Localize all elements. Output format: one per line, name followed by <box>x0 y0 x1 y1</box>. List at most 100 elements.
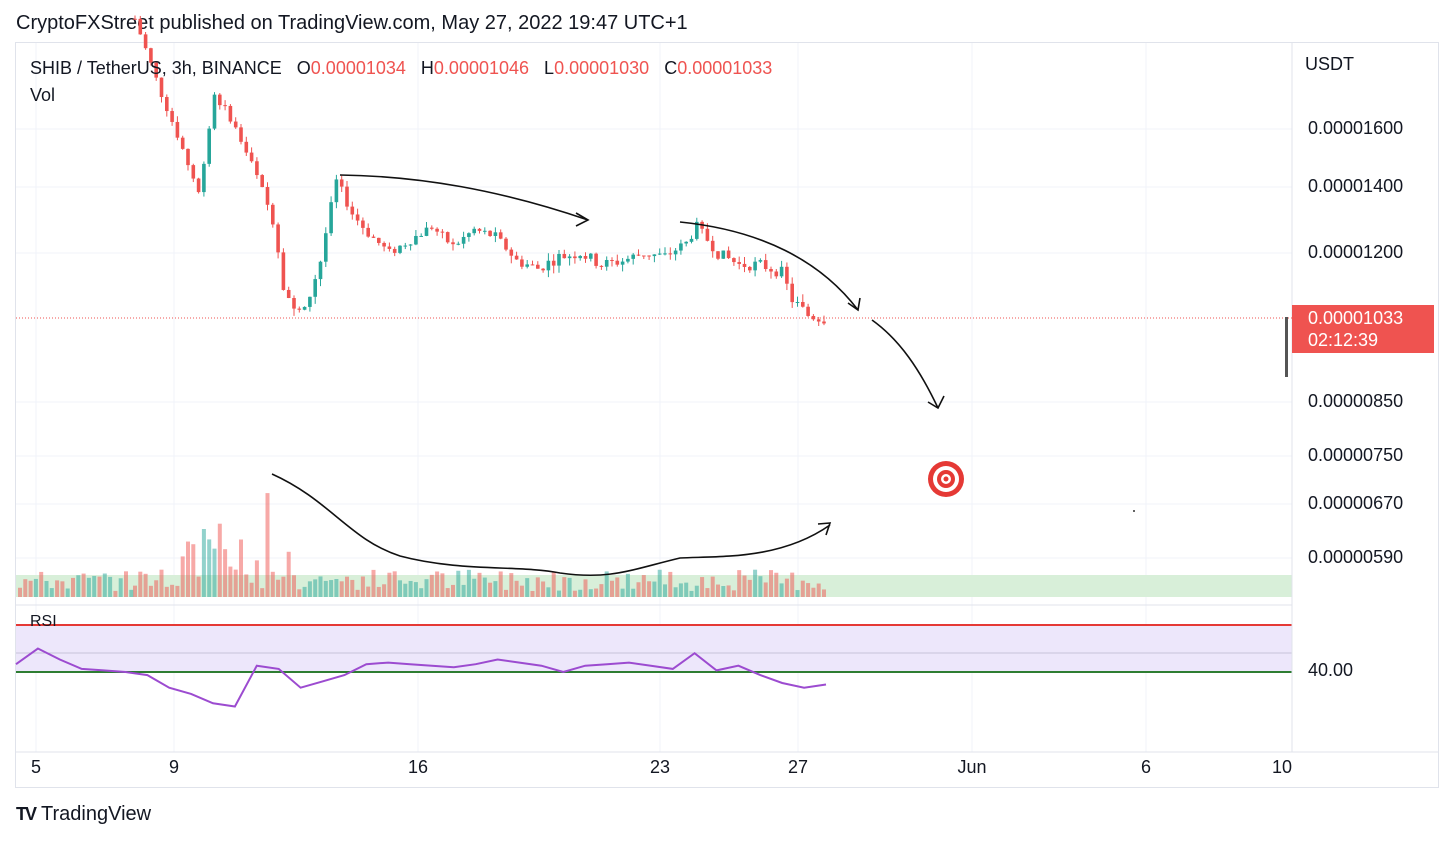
volume-bar <box>398 580 402 597</box>
price-scale-handle[interactable] <box>1285 317 1288 377</box>
close-label: C <box>664 58 678 78</box>
arrow-curve-1 <box>339 174 589 221</box>
y-tick-label: 0.00000750 <box>1308 445 1404 465</box>
candle-body <box>785 266 789 284</box>
candle-body <box>726 250 731 259</box>
y-tick-label: 0.00000590 <box>1308 547 1404 567</box>
candle-body <box>456 243 461 245</box>
candle-body <box>414 235 418 245</box>
volume-bar <box>716 584 720 597</box>
candle-body <box>260 175 264 188</box>
volume-bar <box>742 575 747 597</box>
candle-body <box>573 256 577 259</box>
volume-bar <box>180 556 185 597</box>
volume-bar <box>329 580 334 597</box>
candle-body <box>801 302 805 307</box>
volume-bar <box>270 571 275 597</box>
volume-bar <box>154 580 159 597</box>
candle-body <box>334 179 339 203</box>
candle-body <box>345 186 349 207</box>
volume-bar <box>129 589 134 597</box>
rsi-band <box>16 625 1292 672</box>
volume-bar <box>519 585 524 597</box>
candle-body <box>228 105 233 122</box>
volume-bar <box>557 590 561 597</box>
rsi-line <box>15 647 827 708</box>
candle-body <box>578 255 582 259</box>
volume-bar <box>366 586 371 597</box>
candle-body <box>493 232 498 236</box>
volume-bar <box>419 588 424 597</box>
arrow-head-1 <box>575 212 590 227</box>
candle-body <box>382 242 386 247</box>
candle-body <box>795 302 800 304</box>
volume-bar <box>44 580 49 597</box>
candle-body <box>286 289 291 299</box>
candle-body <box>244 141 249 153</box>
volume-bar <box>207 539 212 597</box>
candle-body <box>143 34 148 49</box>
volume-bar <box>133 585 137 597</box>
candle-body <box>175 121 180 138</box>
candle-body <box>324 233 328 262</box>
volume-bar <box>159 569 164 597</box>
candle-body <box>377 237 381 243</box>
volume-bar <box>466 569 471 597</box>
candle-body <box>180 137 185 149</box>
volume-bar <box>588 589 593 597</box>
candle-body <box>520 259 524 267</box>
volume-bar <box>113 590 118 597</box>
volume-bar <box>307 581 312 597</box>
candle-body <box>753 261 757 271</box>
volume-bar <box>461 584 466 597</box>
candle-body <box>620 261 625 265</box>
candle-body <box>737 262 741 264</box>
candle-body <box>705 228 710 241</box>
arrow-head-2 <box>847 297 861 312</box>
ohlc-legend: SHIB / TetherUS, 3h, BINANCE O0.00001034… <box>30 58 772 79</box>
volume-bar <box>779 583 784 597</box>
close-value: 0.00001033 <box>677 58 773 78</box>
candle-body <box>536 264 540 269</box>
candle-body <box>440 231 445 233</box>
volume-bar <box>313 579 318 597</box>
candle-body <box>822 321 826 324</box>
candle-body <box>212 94 217 129</box>
candle-body <box>313 279 317 297</box>
last-price-tag: 0.00001033 02:12:39 <box>1292 305 1434 353</box>
candle-body <box>435 228 439 232</box>
tradingview-logo[interactable]: TV TradingView <box>16 803 151 826</box>
candle-body <box>742 263 747 267</box>
candle-body <box>403 245 408 247</box>
volume-bar <box>435 571 440 597</box>
candle-body <box>154 62 158 78</box>
arrow-head-4 <box>817 522 832 536</box>
candle-body <box>647 255 651 257</box>
candle-body <box>562 253 567 259</box>
volume-bar <box>578 589 583 597</box>
y-tick-label: 0.00001600 <box>1308 118 1404 138</box>
candle-body <box>567 256 572 259</box>
candle-body <box>202 163 206 193</box>
volume-bar <box>429 574 434 597</box>
candle-body <box>318 261 323 280</box>
volume-bar <box>705 588 710 597</box>
candle-body <box>642 255 646 257</box>
volume-bar <box>217 523 222 597</box>
volume-bar <box>97 576 102 597</box>
volume-bar <box>652 581 657 597</box>
candle-body <box>387 246 392 249</box>
volume-bar <box>191 544 196 597</box>
volume-bar <box>71 577 75 597</box>
volume-bar <box>92 575 97 597</box>
candle-body <box>790 283 794 303</box>
volume-bar <box>721 586 726 597</box>
candle-body <box>483 230 487 232</box>
volume-bar <box>408 580 413 597</box>
volume-bar <box>201 529 206 597</box>
candle-body <box>339 179 344 187</box>
candle-body <box>361 220 365 228</box>
volume-bars <box>18 493 826 597</box>
volume-bar <box>551 572 556 597</box>
